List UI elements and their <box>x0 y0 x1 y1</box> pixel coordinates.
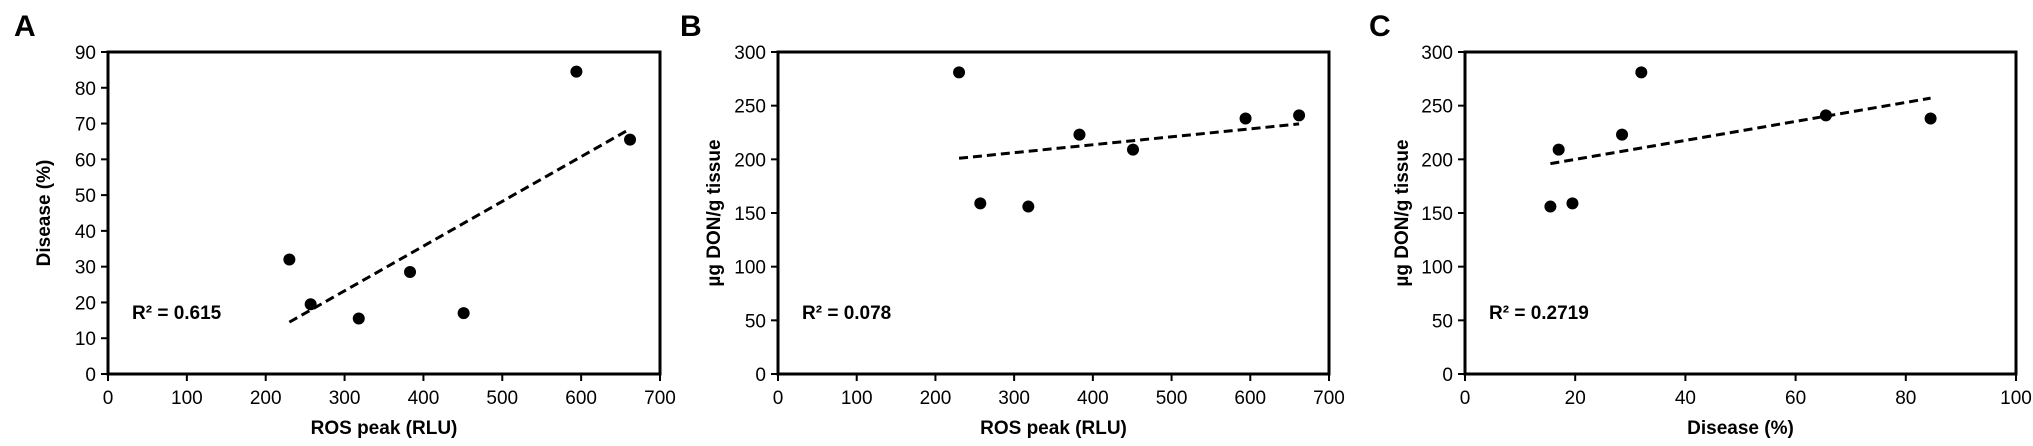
panel-a-y-axis-title: Disease (%) <box>34 160 55 267</box>
panel-a-x-tick-label: 200 <box>250 388 282 409</box>
panel-a-y-tick-label: 20 <box>75 293 96 314</box>
panel-c-y-tick-label: 50 <box>1432 311 1453 332</box>
panel-b-y-tick-label: 300 <box>734 43 766 64</box>
panel-b-plot-frame <box>776 50 1331 376</box>
panel-a-data-point <box>352 312 365 325</box>
panel-b-x-tick-label: 600 <box>1234 388 1266 409</box>
panel-b-x-tick-label: 500 <box>1156 388 1188 409</box>
panel-a-data-point <box>304 298 317 311</box>
panel-b-y-tick-label: 250 <box>734 97 766 118</box>
panel-a-x-axis-title: ROS peak (RLU) <box>311 418 458 439</box>
panel-c-y-tick-label: 150 <box>1421 204 1453 225</box>
panel-c-x-tick-label: 40 <box>1675 388 1696 409</box>
panel-c-y-tick-label: 250 <box>1421 97 1453 118</box>
panel-b-y-tick-label: 100 <box>734 258 766 279</box>
panel-b-x-tick-label: 300 <box>998 388 1030 409</box>
panel-b-x-tick-label: 0 <box>773 388 784 409</box>
panel-a-y-tick-label: 70 <box>75 115 96 136</box>
panel-a-y-tick-label: 10 <box>75 329 96 350</box>
panel-b-x-tick-label: 100 <box>841 388 873 409</box>
panel-a-x-tick-label: 100 <box>171 388 203 409</box>
panel-c-data-point <box>1924 112 1937 125</box>
panel-a-letter: A <box>14 10 36 43</box>
panel-a-data-point <box>457 307 470 320</box>
panel-b-y-tick-label: 200 <box>734 150 766 171</box>
panel-c-data-point <box>1616 128 1629 141</box>
panel-c-x-tick-label: 20 <box>1565 388 1586 409</box>
panel-b-x-tick-label: 200 <box>920 388 952 409</box>
panel-c-data-point <box>1566 197 1579 210</box>
panel-b-x-tick-label: 400 <box>1077 388 1109 409</box>
panel-a-data-point <box>570 65 583 78</box>
panel-a-trendline <box>288 127 631 324</box>
panel-b-x-tick-label: 700 <box>1313 388 1345 409</box>
panel-a-y-tick-label: 40 <box>75 222 96 243</box>
panel-a-data-point <box>283 253 296 266</box>
panel-a-x-tick-label: 0 <box>103 388 114 409</box>
panel-c-y-tick-label: 200 <box>1421 150 1453 171</box>
panel-b-data-point <box>1239 112 1252 125</box>
panel-a-x-tick-label: 700 <box>644 388 676 409</box>
panel-c-y-axis-title: µg DON/g tissue <box>1392 139 1413 286</box>
panel-a-x-tick-label: 400 <box>408 388 440 409</box>
panel-a-plot-frame <box>106 50 662 376</box>
panel-b-trendline <box>958 122 1300 160</box>
panel-a-data-point <box>624 133 637 146</box>
panel-c-data-point <box>1635 66 1648 79</box>
panel-a-x-tick-label: 300 <box>329 388 361 409</box>
panel-a-y-tick-label: 0 <box>85 365 96 386</box>
panel-c-x-tick-label: 0 <box>1460 388 1471 409</box>
panel-c-y-tick-label: 0 <box>1442 365 1453 386</box>
panel-c-y-tick-label: 100 <box>1421 258 1453 279</box>
panel-a-x-tick-label: 600 <box>565 388 597 409</box>
panel-b-data-point <box>1127 143 1140 156</box>
panel-a-y-tick-label: 60 <box>75 150 96 171</box>
panel-a-data-point <box>404 266 417 279</box>
panel-b-y-axis-title: µg DON/g tissue <box>704 139 725 286</box>
panel-a-y-tick-label: 30 <box>75 258 96 279</box>
panel-c-x-axis-title: Disease (%) <box>1687 418 1794 439</box>
panel-c-data-point <box>1819 109 1832 122</box>
panel-b-y-tick-label: 150 <box>734 204 766 225</box>
panel-b-data-point <box>1022 200 1035 213</box>
panel-c-r2-annotation: R² = 0.2719 <box>1489 303 1589 324</box>
panel-b-y-tick-label: 50 <box>745 311 766 332</box>
panel-b-y-tick-label: 0 <box>755 365 766 386</box>
panel-b-data-point <box>1293 109 1306 122</box>
panel-b-x-axis-title: ROS peak (RLU) <box>980 418 1127 439</box>
panel-a-y-tick-label: 90 <box>75 43 96 64</box>
panel-b-data-point <box>1073 128 1086 141</box>
panel-c-letter: C <box>1369 10 1391 43</box>
panel-a-r2-annotation: R² = 0.615 <box>132 303 222 324</box>
panel-a-y-tick-label: 80 <box>75 79 96 100</box>
panel-c-y-tick-label: 300 <box>1421 43 1453 64</box>
panel-b-data-point <box>974 197 987 210</box>
panel-b-r2-annotation: R² = 0.078 <box>802 303 891 324</box>
panel-c-plot-frame <box>1463 50 2018 376</box>
panel-b-letter: B <box>680 10 702 43</box>
panel-c-x-tick-label: 100 <box>2000 388 2032 409</box>
panel-c-x-tick-label: 60 <box>1785 388 1806 409</box>
panel-c-x-tick-label: 80 <box>1895 388 1916 409</box>
panel-b-data-point <box>953 66 966 79</box>
panel-a-x-tick-label: 500 <box>486 388 518 409</box>
panel-a-y-tick-label: 50 <box>75 186 96 207</box>
panel-c-data-point <box>1544 200 1557 213</box>
panel-c-trendline <box>1550 96 1931 166</box>
panel-c-data-point <box>1552 143 1565 156</box>
